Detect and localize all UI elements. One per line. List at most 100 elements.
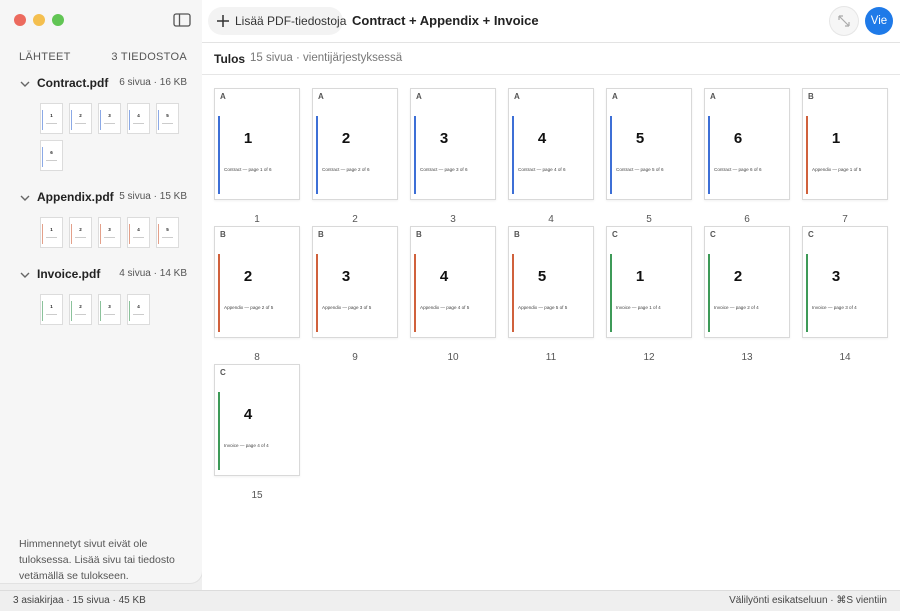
- zoom-button[interactable]: [52, 14, 64, 26]
- sidebar-note: Himmennetyt sivut eivät ole tuloksessa. …: [19, 538, 175, 582]
- thumbnail-bar: [129, 224, 130, 244]
- source-bar: [316, 254, 318, 332]
- page-card[interactable]: B 2 Appendix — page 2 of 5: [214, 226, 300, 338]
- source-thumbnail[interactable]: 1: [40, 217, 63, 248]
- source-thumbnail[interactable]: 1: [40, 294, 63, 325]
- source-thumbnail[interactable]: 3: [98, 103, 121, 134]
- source-bar: [806, 254, 808, 332]
- page-index: 3: [450, 214, 456, 225]
- page-card[interactable]: B 3 Appendix — page 3 of 5: [312, 226, 398, 338]
- disclosure-chevron[interactable]: [20, 80, 30, 88]
- source-letter: B: [416, 230, 422, 239]
- thumbnail-bar: [100, 301, 101, 321]
- source-name[interactable]: Appendix.pdf: [37, 190, 114, 204]
- page-number: 3: [831, 268, 841, 285]
- page-card[interactable]: B 4 Appendix — page 4 of 5: [410, 226, 496, 338]
- thumbnail-line: [46, 237, 57, 238]
- thumbnail-number: 2: [79, 113, 82, 118]
- expand-button[interactable]: [830, 7, 858, 35]
- source-info: 4 sivua · 14 KB: [119, 268, 187, 279]
- thumbnail-line: [75, 237, 86, 238]
- source-bar: [806, 116, 808, 194]
- close-button[interactable]: [14, 14, 26, 26]
- source-letter: A: [612, 92, 618, 101]
- page-card[interactable]: B 1 Appendix — page 1 of 5: [802, 88, 888, 200]
- source-thumbnail[interactable]: 4: [127, 103, 150, 134]
- sources-count: 3 TIEDOSTOA: [111, 51, 187, 63]
- source-thumbnail[interactable]: 5: [156, 217, 179, 248]
- source-thumbnail[interactable]: 6: [40, 140, 63, 171]
- source-thumbnail[interactable]: 2: [69, 103, 92, 134]
- thumbnail-number: 5: [166, 227, 169, 232]
- page-card[interactable]: A 1 Contract — page 1 of 6: [214, 88, 300, 200]
- thumbnail-number: 4: [137, 304, 140, 309]
- status-right: Välilyönti esikatseluun · ⌘S vientiin: [729, 595, 887, 606]
- source-letter: A: [220, 92, 226, 101]
- source-thumbnail[interactable]: 5: [156, 103, 179, 134]
- source-letter: A: [710, 92, 716, 101]
- page-card[interactable]: C 1 Invoice — page 1 of 4: [606, 226, 692, 338]
- thumbnail-bar: [158, 110, 159, 130]
- page-number: 3: [439, 130, 449, 147]
- source-thumbnail[interactable]: 2: [69, 217, 92, 248]
- page-caption: Contract — page 2 of 6: [322, 167, 370, 172]
- disclosure-chevron[interactable]: [20, 194, 30, 202]
- page-caption: Contract — page 4 of 6: [518, 167, 566, 172]
- source-thumbnail[interactable]: 4: [127, 294, 150, 325]
- disclosure-chevron[interactable]: [20, 271, 30, 279]
- sidebar: LÄHTEET 3 TIEDOSTOA Contract.pdf 6 sivua …: [0, 0, 202, 583]
- thumbnail-number: 2: [79, 304, 82, 309]
- page-number: 5: [635, 130, 645, 147]
- source-bar: [708, 254, 710, 332]
- add-button[interactable]: Lisää PDF-tiedostoja: [208, 7, 346, 35]
- thumbnail-bar: [100, 224, 101, 244]
- thumbnail-line: [104, 123, 115, 124]
- thumbnail-number: 4: [137, 113, 140, 118]
- thumbnail-bar: [71, 224, 72, 244]
- page-index: 11: [545, 352, 557, 363]
- export-button[interactable]: Vie: [865, 7, 893, 35]
- source-bar: [218, 254, 220, 332]
- source-thumbnail[interactable]: 2: [69, 294, 92, 325]
- page-number: 3: [341, 268, 351, 285]
- toolbar-divider: [202, 42, 900, 43]
- page-caption: Appendix — page 5 of 5: [518, 305, 568, 310]
- source-bar: [512, 254, 514, 332]
- thumbnail-number: 3: [108, 304, 111, 309]
- source-thumbnail[interactable]: 4: [127, 217, 150, 248]
- source-info: 6 sivua · 16 KB: [119, 77, 187, 88]
- source-thumbnail[interactable]: 3: [98, 217, 121, 248]
- thumbnail-bar: [100, 110, 101, 130]
- source-thumbnail[interactable]: 3: [98, 294, 121, 325]
- page-card[interactable]: A 3 Contract — page 3 of 6: [410, 88, 496, 200]
- page-card[interactable]: A 5 Contract — page 5 of 6: [606, 88, 692, 200]
- page-card[interactable]: A 2 Contract — page 2 of 6: [312, 88, 398, 200]
- source-name[interactable]: Invoice.pdf: [37, 267, 101, 281]
- source-bar: [414, 116, 416, 194]
- plus-icon: [217, 15, 229, 27]
- page-number: 4: [243, 406, 253, 423]
- page-card[interactable]: C 2 Invoice — page 2 of 4: [704, 226, 790, 338]
- page-card[interactable]: C 3 Invoice — page 3 of 4: [802, 226, 888, 338]
- thumbnail-number: 1: [50, 113, 53, 118]
- source-name[interactable]: Contract.pdf: [37, 76, 109, 90]
- page-index: 15: [251, 490, 263, 501]
- source-letter: A: [514, 92, 520, 101]
- page-number: 5: [537, 268, 547, 285]
- thumbnail-bar: [42, 224, 43, 244]
- thumbnail-line: [46, 314, 57, 315]
- minimize-button[interactable]: [33, 14, 45, 26]
- page-card[interactable]: B 5 Appendix — page 5 of 5: [508, 226, 594, 338]
- source-thumbnail[interactable]: 1: [40, 103, 63, 134]
- sidebar-toggle[interactable]: [173, 13, 191, 27]
- page-index: 5: [646, 214, 652, 225]
- page-card[interactable]: A 4 Contract — page 4 of 6: [508, 88, 594, 200]
- page-index: 4: [548, 214, 554, 225]
- page-caption: Appendix — page 1 of 5: [812, 167, 862, 172]
- page-card[interactable]: C 4 Invoice — page 4 of 4: [214, 364, 300, 476]
- page-card[interactable]: A 6 Contract — page 6 of 6: [704, 88, 790, 200]
- source-letter: C: [710, 230, 716, 239]
- thumbnail-line: [162, 123, 173, 124]
- page-index: 13: [741, 352, 753, 363]
- thumbnail-bar: [71, 301, 72, 321]
